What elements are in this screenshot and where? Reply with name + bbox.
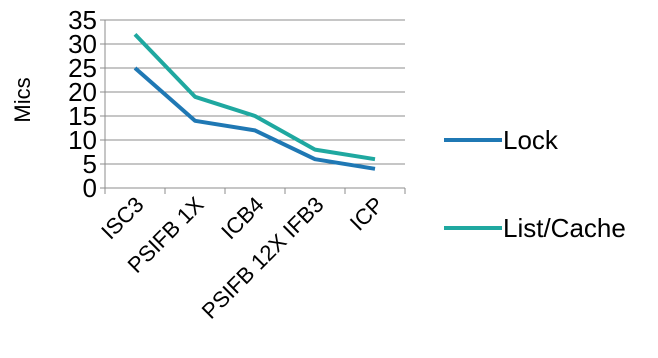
x-tick-label-4: ICP [345, 192, 389, 236]
y-tick-label-25: 25 [68, 53, 97, 83]
x-tick-label-2: ICB4 [216, 192, 268, 244]
x-tick-label-0: ISC3 [96, 192, 148, 244]
y-tick-label-5: 5 [83, 149, 97, 179]
y-tick-label-0: 0 [83, 173, 97, 203]
grid-lines [105, 19, 405, 165]
legend: Lock List/Cache [444, 125, 626, 243]
axes [100, 19, 406, 194]
data-series [133, 33, 376, 171]
legend-label-0: Lock [503, 125, 559, 155]
y-axis-title: Mics [10, 77, 35, 122]
y-tick-label-35: 35 [68, 5, 97, 35]
y-tick-label-10: 10 [68, 125, 97, 155]
y-tick-label-30: 30 [68, 29, 97, 59]
y-tick-label-15: 15 [68, 101, 97, 131]
y-tick-label-20: 20 [68, 77, 97, 107]
legend-label-1: List/Cache [503, 213, 626, 243]
